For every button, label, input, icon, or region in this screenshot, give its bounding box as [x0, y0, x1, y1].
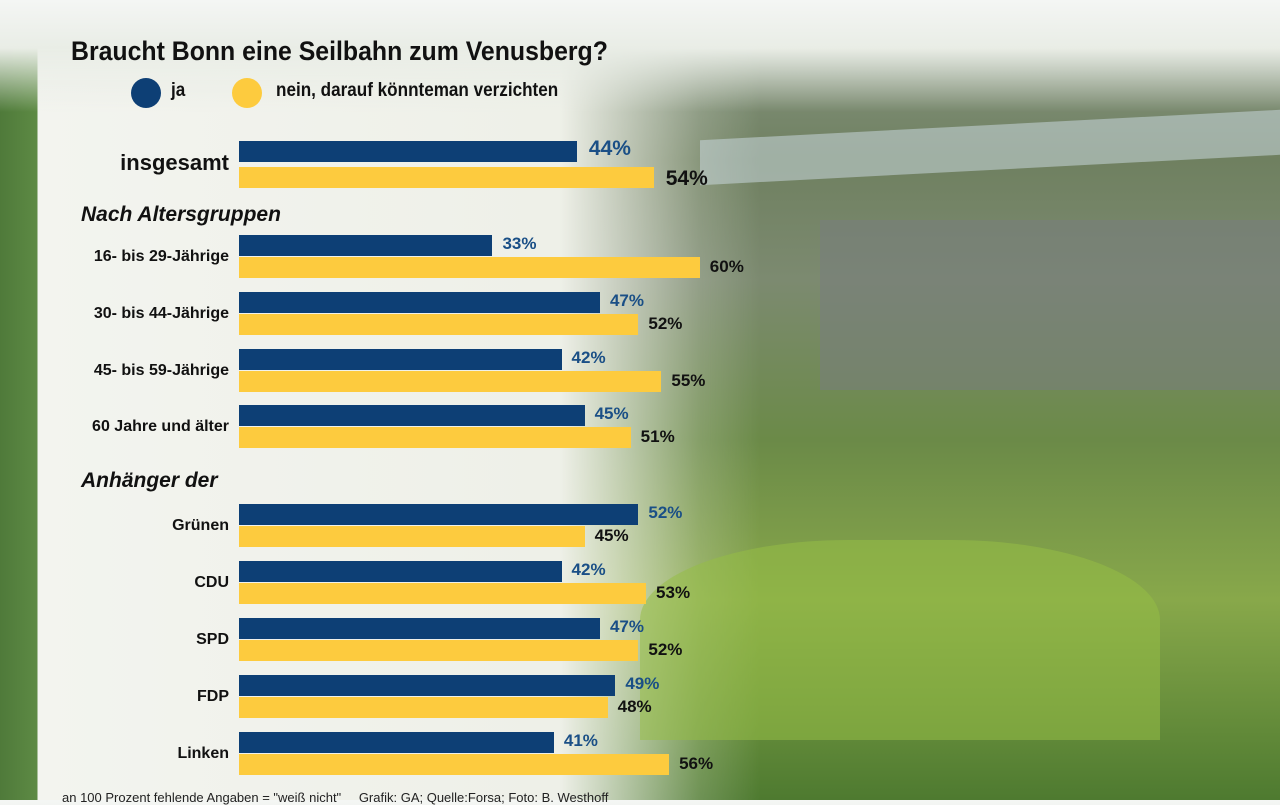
value-label-ja: 44% [588, 137, 631, 160]
bar-nein [239, 167, 654, 188]
bar-ja [239, 504, 639, 525]
category-label: Grünen [172, 517, 229, 534]
value-label-ja: 49% [625, 674, 660, 693]
bar-nein [239, 583, 647, 604]
value-label-ja: 52% [648, 503, 683, 522]
legend-nein-label: nein, darauf könnteman verzichten [276, 80, 559, 101]
section-heading-age: Nach Altersgruppen [81, 203, 281, 226]
category-label: insgesamt [120, 150, 229, 175]
category-label: 60 Jahre und älter [92, 418, 229, 435]
bar-ja [239, 235, 493, 256]
value-label-ja: 42% [571, 560, 606, 579]
footer: an 100 Prozent fehlende Angaben = "weiß … [62, 790, 608, 805]
value-label-nein: 55% [671, 371, 706, 390]
bar-ja [239, 618, 600, 639]
value-label-nein: 54% [665, 167, 708, 190]
photo-lawn [640, 540, 1160, 740]
section-heading-party: Anhänger der [81, 469, 218, 492]
category-label: 30- bis 44-Jährige [93, 305, 229, 322]
value-label-nein: 48% [617, 697, 652, 716]
bar-ja [239, 561, 562, 582]
bar-ja [239, 141, 577, 162]
legend-ja-swatch [131, 78, 161, 108]
value-label-nein: 60% [709, 257, 744, 276]
bar-nein [239, 314, 639, 335]
category-label: SPD [196, 631, 229, 648]
value-label-nein: 51% [640, 427, 675, 446]
value-label-nein: 56% [679, 754, 714, 773]
legend-ja-label: ja [171, 80, 186, 101]
value-label-ja: 45% [594, 404, 629, 423]
bar-ja [239, 405, 585, 426]
value-label-ja: 33% [502, 234, 537, 253]
value-label-ja: 47% [609, 291, 644, 310]
bar-nein [239, 640, 639, 661]
value-label-nein: 52% [648, 314, 683, 333]
bar-nein [239, 371, 662, 392]
bar-ja [239, 732, 554, 753]
chart-title: Braucht Bonn eine Seilbahn zum Venusberg… [71, 36, 608, 66]
bar-ja [239, 292, 600, 313]
photo-building [820, 220, 1280, 390]
bar-nein [239, 257, 700, 278]
bar-nein [239, 697, 608, 718]
category-label: CDU [194, 574, 229, 591]
footer-credit: Grafik: GA; Quelle:Forsa; Foto: B. Westh… [358, 790, 609, 805]
value-label-nein: 52% [648, 640, 683, 659]
category-label: FDP [197, 688, 229, 705]
bar-nein [239, 526, 585, 547]
bar-ja [239, 349, 562, 370]
photo-river [700, 109, 1280, 186]
value-label-ja: 47% [609, 617, 644, 636]
value-label-ja: 42% [571, 348, 606, 367]
bar-nein [239, 427, 631, 448]
value-label-nein: 45% [594, 526, 629, 545]
legend-nein-swatch [232, 78, 262, 108]
value-label-ja: 41% [563, 731, 598, 750]
bar-ja [239, 675, 616, 696]
category-label: 16- bis 29-Jährige [93, 248, 229, 265]
bar-nein [239, 754, 670, 775]
category-label: 45- bis 59-Jährige [93, 362, 229, 379]
footer-note: an 100 Prozent fehlende Angaben = "weiß … [62, 790, 342, 805]
value-label-nein: 53% [656, 583, 691, 602]
category-label: Linken [177, 745, 229, 762]
